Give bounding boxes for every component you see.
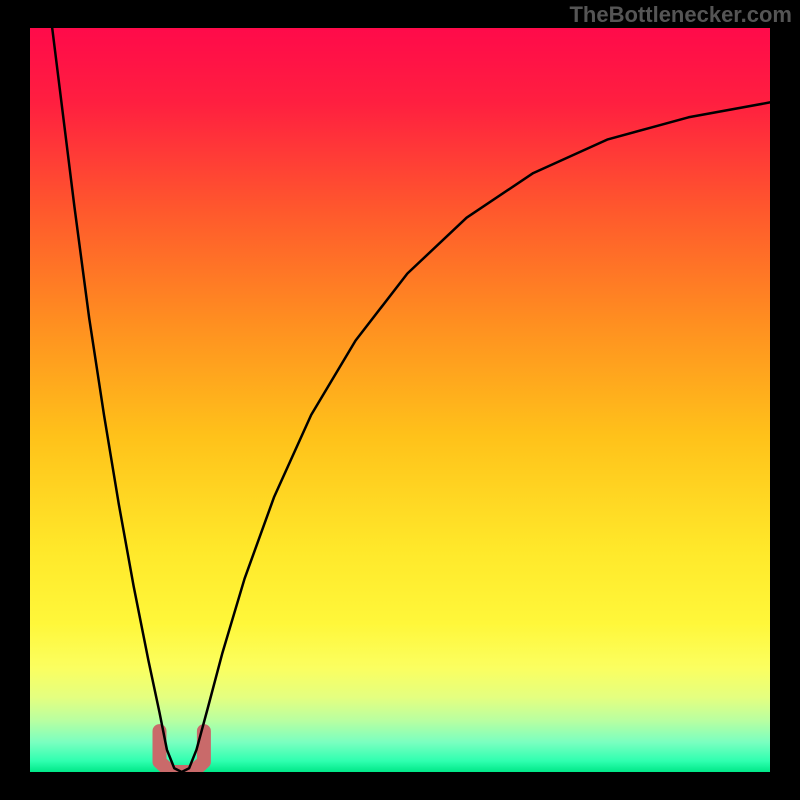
plot-frame bbox=[30, 28, 770, 772]
plot-svg bbox=[30, 28, 770, 772]
watermark-text: TheBottlenecker.com bbox=[569, 2, 792, 28]
stage: TheBottlenecker.com bbox=[0, 0, 800, 800]
plot-background bbox=[30, 28, 770, 772]
